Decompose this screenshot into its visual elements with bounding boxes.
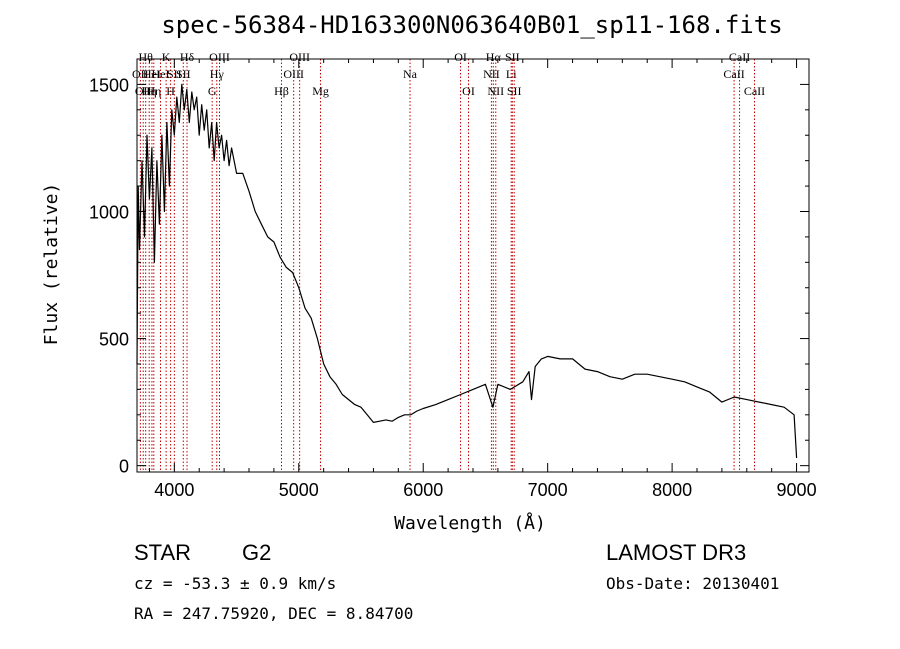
x-tick-label: 8000 <box>652 480 692 500</box>
x-tick-label: 5000 <box>279 480 319 500</box>
line-marker-label: OIII <box>209 50 230 64</box>
line-marker-label: OII <box>132 67 149 81</box>
line-marker-label: OI <box>462 84 475 98</box>
line-marker-label: OII <box>135 84 152 98</box>
line-marker-label: SII <box>167 67 182 81</box>
line-marker-label: H <box>166 84 175 98</box>
line-marker-label: Na <box>403 67 418 81</box>
line-marker-label: NII <box>483 67 500 81</box>
line-marker-label: SII <box>505 50 520 64</box>
line-marker-label: SII <box>507 84 522 98</box>
line-marker-label: Li <box>506 67 517 81</box>
y-axis-label: Flux (relative) <box>41 183 62 346</box>
line-marker-label: Hγ <box>210 67 225 81</box>
y-axis: 0 500 1000 1500 <box>89 75 809 477</box>
line-marker-label: NII <box>487 84 504 98</box>
line-marker-label: Hη <box>146 84 161 98</box>
plot-frame <box>136 58 810 473</box>
x-tick-label: 9000 <box>777 480 817 500</box>
series-group <box>136 83 798 459</box>
y-tick-label: 500 <box>99 330 129 350</box>
x-tick-label: 7000 <box>528 480 568 500</box>
object-class: STAR <box>134 540 191 565</box>
line-marker-label: CaII <box>744 84 765 98</box>
x-tick-label: 4000 <box>154 480 194 500</box>
line-marker-label: Hη <box>142 84 157 98</box>
line-marker-label: CaII <box>723 67 744 81</box>
line-marker-label: SII <box>176 67 191 81</box>
spectrum-line <box>136 83 798 459</box>
redshift-text: cz = -53.3 ± 0.9 km/s <box>134 574 336 593</box>
line-marker-label: Hα <box>486 50 502 64</box>
survey-label: LAMOST DR3 <box>606 540 746 565</box>
line-markers: OIIOIIHθHηHeIHηHeIKHSIISIIHδGHγOIIIHβOII… <box>132 50 765 472</box>
y-tick-label: 1000 <box>89 202 129 222</box>
line-marker-label: Hβ <box>274 84 289 98</box>
line-marker-label: HeI <box>143 67 161 81</box>
x-tick-label: 6000 <box>403 480 443 500</box>
x-axis-label: Wavelength (Å) <box>394 512 546 534</box>
line-marker-label: Mg <box>312 84 329 98</box>
line-marker-label: G <box>208 84 217 98</box>
y-tick-label: 0 <box>119 457 129 477</box>
y-tick-label: 1500 <box>89 75 129 95</box>
line-marker-label: OIII <box>289 50 310 64</box>
line-marker-label: HeI <box>152 67 170 81</box>
line-marker-label: Hδ <box>180 50 195 64</box>
line-marker-label: Hθ <box>139 50 154 64</box>
x-axis: 4000 5000 6000 7000 8000 9000 <box>148 59 817 500</box>
line-marker-label: K <box>162 50 171 64</box>
line-marker-label: OIII <box>283 67 304 81</box>
chart-title: spec-56384-HD163300N063640B01_sp11-168.f… <box>161 11 782 39</box>
coordinates: RA = 247.75920, DEC = 8.84700 <box>134 604 413 623</box>
line-marker-label: CaII <box>729 50 750 64</box>
object-subclass: G2 <box>242 540 271 565</box>
line-marker-label: OI <box>454 50 467 64</box>
obs-date: Obs-Date: 20130401 <box>606 574 779 593</box>
